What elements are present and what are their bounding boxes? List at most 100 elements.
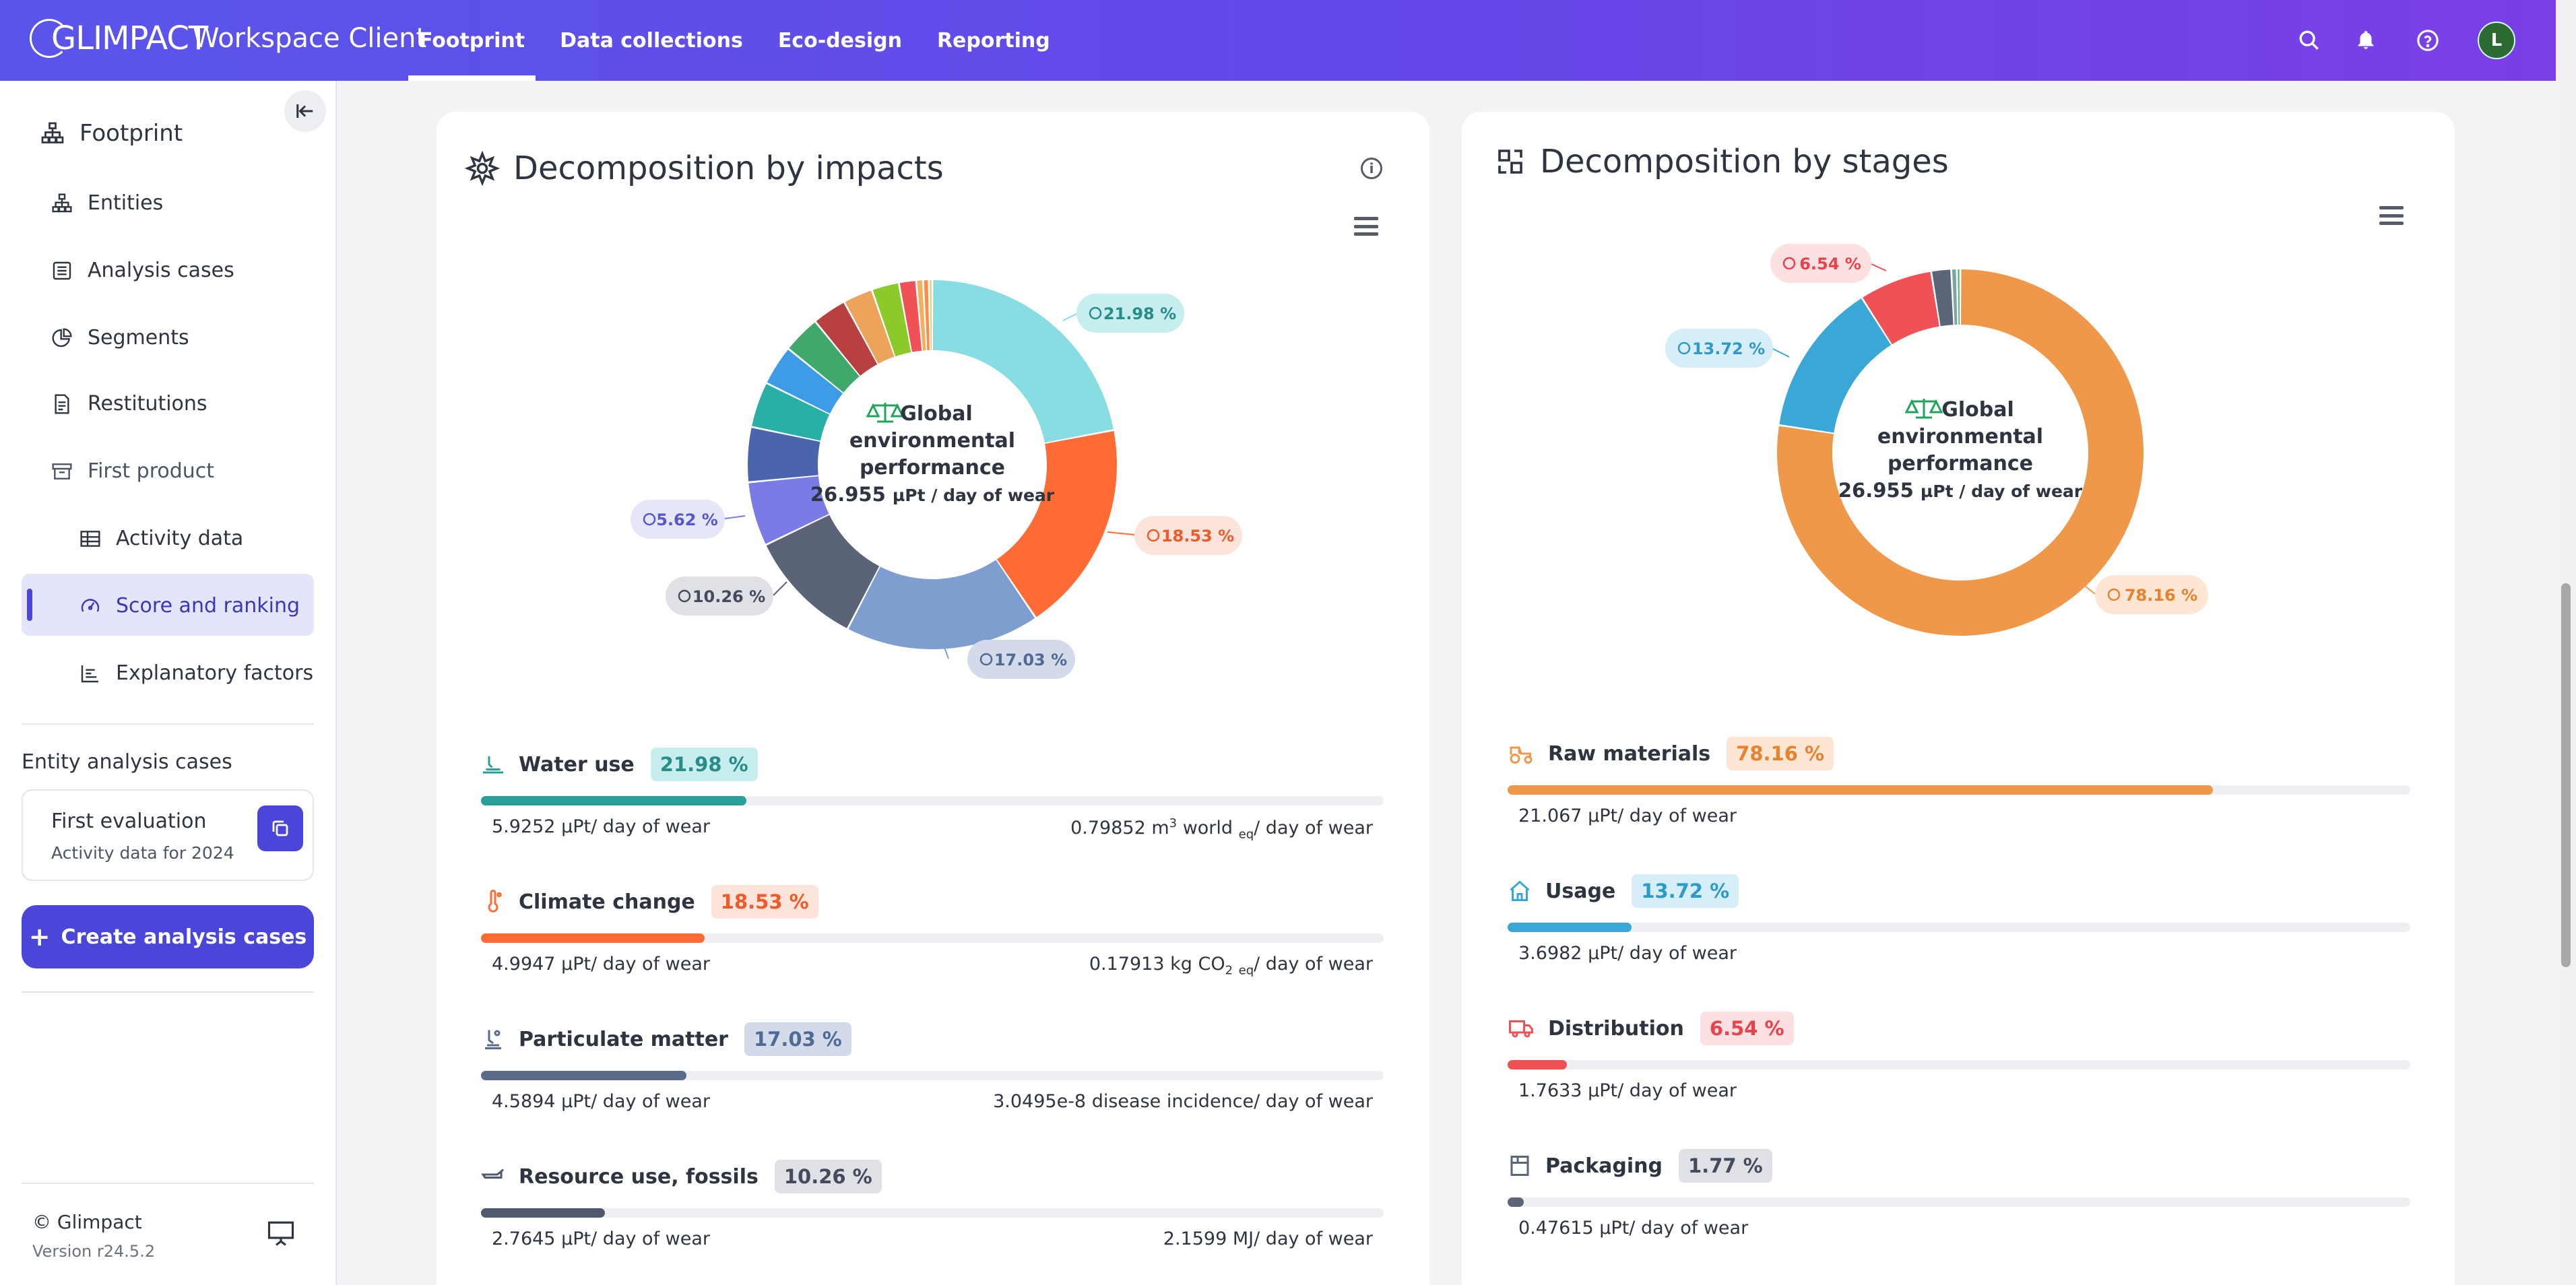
collapse-sidebar-button[interactable] [284, 90, 326, 132]
sitemap-icon [52, 193, 72, 212]
progress-fill [481, 933, 705, 943]
nav-eco-design[interactable]: Eco-design [777, 28, 902, 53]
stages-title-text: Decomposition by stages [1540, 143, 1949, 180]
info-icon[interactable]: i [1361, 158, 1382, 179]
donut-slice[interactable] [789, 322, 860, 393]
score-text: 1.7633 µPt/ day of wear [1518, 1080, 1737, 1101]
donut-label-text: 5.62 % [656, 510, 718, 529]
donut-slice[interactable] [1779, 298, 1892, 433]
chart-menu-icon[interactable] [1354, 217, 1378, 236]
create-analysis-cases-button[interactable]: + Create analysis cases [22, 905, 314, 968]
donut-slice[interactable] [930, 280, 932, 351]
app-title: Workspace Client [193, 23, 427, 54]
duplicate-case-button[interactable] [257, 805, 303, 851]
sidebar-item-entities[interactable]: Entities [51, 191, 163, 215]
starburst-icon [465, 151, 500, 186]
donut-slice[interactable] [899, 281, 922, 352]
center-line2: environmental [849, 429, 1015, 453]
row-badge: 6.54 % [1700, 1012, 1794, 1045]
score-text: 4.9947 µPt/ day of wear [492, 954, 710, 975]
donut-slice[interactable] [1932, 269, 1954, 327]
sidebar-item-first-product[interactable]: First product [51, 459, 214, 483]
row-name: Resource use, fossils [519, 1164, 759, 1189]
donut-label-text: 78.16 % [2125, 586, 2197, 605]
donut-label-pill [631, 500, 725, 539]
sidebar-item-score-and-ranking[interactable]: Score and ranking [79, 594, 300, 618]
label-connector [1772, 348, 1790, 358]
donut-slice[interactable] [917, 280, 926, 351]
bar-chart-icon [81, 665, 98, 682]
lungs-icon [485, 1030, 501, 1049]
version: Version r24.5.2 [32, 1242, 156, 1261]
donut-slice[interactable] [996, 431, 1117, 618]
sidebar-item-activity-data[interactable]: Activity data [79, 527, 243, 550]
sidebar-divider [22, 723, 314, 725]
oil-lamp-icon [481, 1168, 505, 1179]
row-name: Raw materials [1548, 742, 1711, 766]
row-name: Particulate matter [519, 1027, 728, 1051]
donut-label-pill [666, 576, 773, 616]
row-head: Particulate matter 17.03 % [481, 1020, 851, 1059]
nav-data-collections[interactable]: Data collections [560, 28, 743, 53]
progress-track [1508, 1060, 2410, 1069]
help-icon[interactable] [2414, 27, 2441, 54]
center-line1: Global [900, 402, 973, 426]
progress-track [481, 933, 1384, 943]
sidebar-item-explanatory-factors[interactable]: Explanatory factors [79, 661, 313, 685]
progress-fill [1508, 1060, 1567, 1069]
donut-slice[interactable] [924, 280, 930, 351]
sidebar-item-label: Activity data [116, 527, 244, 550]
sidebar-item-restitutions[interactable]: Restitutions [51, 392, 207, 416]
label-connector [724, 515, 746, 519]
user-avatar[interactable]: L [2478, 22, 2515, 59]
donut-slice[interactable] [845, 290, 895, 364]
presentation-icon[interactable] [267, 1219, 295, 1250]
nav-reporting[interactable]: Reporting [936, 28, 1050, 53]
donut-slice[interactable] [766, 515, 880, 628]
progress-fill [481, 1208, 605, 1218]
analysis-case-card[interactable]: First evaluation Activity data for 2024 [22, 789, 314, 881]
donut-slice[interactable] [1777, 269, 2144, 636]
donut-slice[interactable] [748, 428, 820, 482]
nav-footprint[interactable]: Footprint [408, 0, 536, 81]
create-button-label: Create analysis cases [61, 925, 307, 949]
donut-slice[interactable] [932, 280, 1114, 443]
donut-slice[interactable] [1958, 269, 1960, 325]
progress-track [1508, 785, 2410, 795]
donut-slice[interactable] [848, 560, 1035, 649]
progress-fill [1508, 785, 2214, 795]
sidebar-item-analysis-cases[interactable]: Analysis cases [51, 259, 234, 282]
scale-icon [866, 403, 905, 423]
sidebar-section-footprint[interactable]: Footprint [40, 120, 183, 147]
copyright: © Glimpact [32, 1211, 142, 1233]
donut-slice[interactable] [872, 283, 911, 357]
sidebar-item-label: Analysis cases [88, 259, 234, 282]
donut-slice[interactable] [1952, 269, 1958, 325]
page-scrollbar-thumb[interactable] [2561, 583, 2571, 967]
row-name: Water use [519, 752, 635, 777]
donut-slice[interactable] [1863, 271, 1939, 345]
sidebar-item-label: Score and ranking [116, 594, 300, 618]
label-icon [643, 513, 656, 526]
donut-slice[interactable] [816, 302, 878, 376]
progress-track [1508, 923, 2410, 932]
search-icon[interactable] [2296, 27, 2323, 54]
donut-label-pill [1134, 516, 1242, 555]
tractor-icon [1510, 746, 1533, 764]
impacts-card: Decomposition by impacts i 21.98 % 18.53 … [437, 112, 1429, 1285]
donut-slice[interactable] [752, 384, 830, 441]
sidebar-item-segments[interactable]: Segments [51, 326, 189, 350]
label-connector [773, 581, 787, 596]
logo-ring [30, 19, 69, 58]
glimpact-logo[interactable]: GLIMPACT [30, 19, 208, 58]
chart-menu-icon[interactable] [2379, 206, 2404, 225]
row-badge: 1.77 % [1679, 1149, 1772, 1183]
bell-icon[interactable] [2352, 27, 2379, 54]
top-bar: GLIMPACT Workspace Client Footprint Data… [0, 0, 2556, 81]
row-head: Distribution 6.54 % [1508, 1009, 1794, 1048]
analysis-case-name: First evaluation [51, 810, 207, 833]
label-icon [1782, 257, 1796, 270]
score-text: 2.7645 µPt/ day of wear [492, 1228, 710, 1249]
donut-slice[interactable] [767, 350, 843, 414]
donut-slice[interactable] [748, 476, 829, 544]
